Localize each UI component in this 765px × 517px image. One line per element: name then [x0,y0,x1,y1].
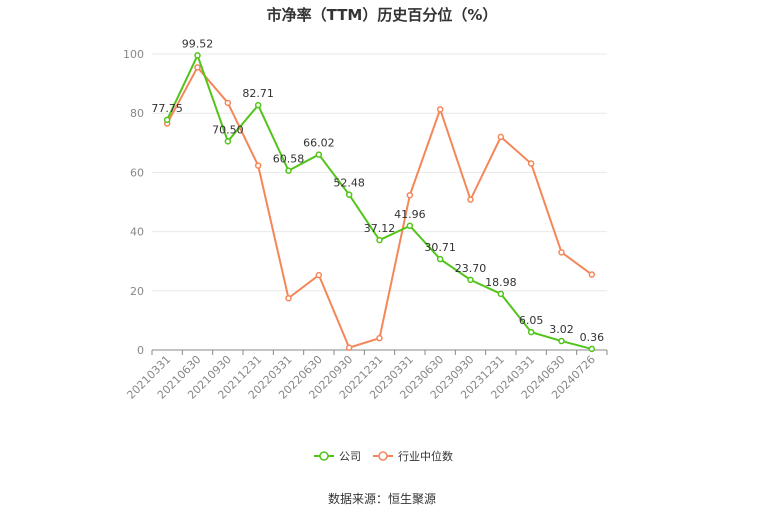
data-point [345,344,353,351]
y-tick-label: 20 [130,285,144,298]
data-label: 6.05 [519,314,544,327]
data-point [254,101,262,109]
data-point [376,334,383,342]
data-point [436,255,444,263]
legend[interactable]: 公司 行业中位数 [314,449,453,463]
data-point [163,116,171,124]
data-label: 99.52 [182,37,214,50]
data-point [588,345,596,353]
data-label: 30.71 [424,241,456,254]
data-point [558,337,565,345]
data-point [558,249,565,256]
data-point [194,64,201,71]
data-point [345,191,353,198]
data-label: 70.50 [212,123,244,136]
y-tick-label: 60 [130,166,144,179]
data-point [224,99,232,107]
data-point [497,133,505,141]
data-point [436,106,444,113]
data-point [224,138,232,145]
data-label: 41.96 [394,208,426,221]
source-note: 数据来源：恒生聚源 [328,491,436,506]
data-point [194,52,201,59]
data-label: 37.12 [364,222,396,235]
data-point [406,191,414,199]
data-point [376,236,383,244]
y-tick-label: 80 [130,107,144,120]
data-point [285,294,292,302]
data-label: 3.02 [549,323,574,336]
data-label: 52.48 [333,177,365,190]
legend-swatch-marker [378,451,388,461]
data-point [497,290,505,298]
data-point [588,271,596,278]
legend-item[interactable]: 行业中位数 [373,449,453,463]
y-tick-label: 0 [137,344,144,357]
data-label: 18.98 [485,276,517,289]
data-point [467,196,474,203]
data-label: 66.02 [303,137,335,150]
data-point [467,276,474,284]
legend-label: 行业中位数 [398,449,453,463]
legend-item[interactable]: 公司 [314,450,361,463]
data-point [406,222,414,230]
chart-title: 市净率（TTM）历史百分位（%） [267,6,498,24]
data-point [315,151,323,158]
data-point [254,162,262,169]
data-point [527,328,535,336]
y-tick-label: 100 [123,48,144,61]
data-labels: 77.75 99.52 70.50 82.71 60.58 66.02 52.48 37.12… [151,37,604,344]
legend-label: 公司 [339,450,361,463]
legend-swatch-marker [319,451,329,461]
series-line [166,52,593,350]
data-label: 82.71 [242,87,274,100]
data-label: 60.58 [273,153,305,166]
grid [152,53,607,292]
data-point [285,167,292,174]
series-layer [163,52,596,353]
data-label: 77.75 [151,102,183,115]
data-point [315,271,323,279]
data-label: 23.70 [455,262,487,275]
y-tick-label: 40 [130,226,144,239]
data-label: 0.36 [580,331,605,344]
data-point [527,160,535,167]
series-line [166,65,593,349]
